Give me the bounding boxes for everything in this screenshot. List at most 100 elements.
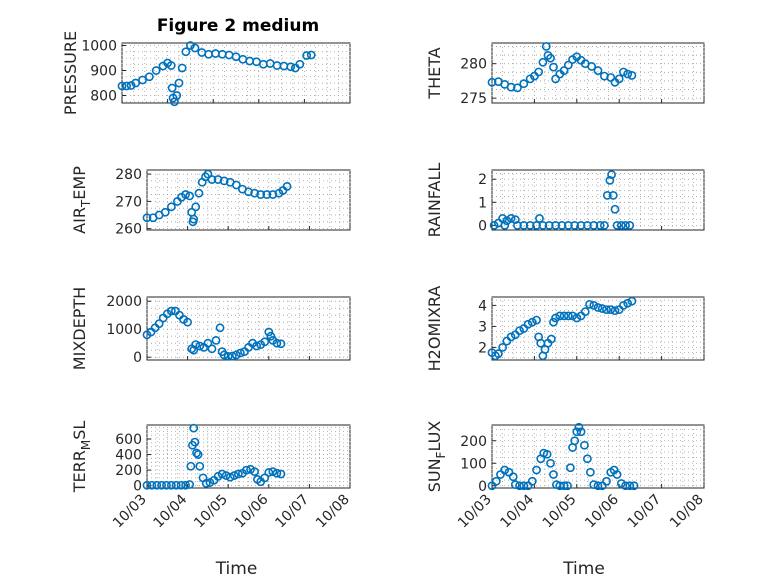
subplot-3: 260 270 280 AIRTEMP [70, 166, 351, 238]
data-point [585, 467, 595, 477]
data-point [181, 47, 191, 57]
y-tick-label: 280 [460, 57, 487, 73]
data-point [493, 349, 503, 359]
data-point [282, 181, 292, 191]
data-point [191, 202, 201, 212]
data-point [167, 83, 177, 93]
data-point [527, 317, 537, 327]
data-point [244, 187, 253, 197]
data-point [576, 220, 586, 230]
y-tick-label: 200 [460, 434, 487, 450]
data-point [219, 350, 229, 360]
data-point [185, 191, 195, 201]
data-point [295, 59, 305, 69]
data-point [510, 480, 520, 490]
data-point [585, 299, 594, 309]
data-point [138, 75, 147, 85]
data-point [174, 78, 184, 88]
data-point [616, 479, 626, 488]
data-point [559, 66, 569, 75]
data-point [572, 427, 582, 437]
data-point [534, 67, 544, 77]
data-point [610, 204, 620, 214]
data-point [268, 467, 278, 477]
data-point [621, 481, 630, 491]
subplot-2: 275 280 THETA [425, 42, 705, 107]
data-point [177, 63, 187, 73]
x-tick-label: 10/06 [232, 491, 272, 531]
data-point [242, 465, 251, 475]
data-point [189, 423, 199, 433]
data-point [181, 480, 190, 490]
y-axis-label: AIRTEMP [70, 166, 93, 234]
y-axis-label: THETA [425, 47, 444, 99]
data-point [166, 202, 176, 212]
data-point [225, 472, 235, 482]
x-tick-label: 10/03 [455, 492, 495, 532]
data-point [519, 220, 529, 230]
subplot-5: 0 1000 2000 MIXDEPTH [70, 287, 351, 370]
data-point [227, 351, 237, 361]
data-point [193, 450, 203, 459]
data-point [589, 480, 599, 490]
data-point [154, 319, 164, 328]
data-point [551, 313, 560, 323]
grid-lines [491, 43, 705, 103]
data-point [192, 448, 201, 458]
data-point [532, 465, 541, 475]
data-point [186, 461, 196, 471]
data-point [621, 220, 630, 230]
data-point [619, 67, 628, 77]
y-tick-label: 800 [90, 89, 117, 105]
data-point [157, 480, 167, 490]
y-tick-label: 200 [115, 463, 142, 479]
data-point [266, 331, 276, 341]
data-points [117, 41, 316, 107]
y-tick-label: 280 [115, 167, 142, 183]
data-point [580, 440, 589, 450]
data-point [190, 43, 200, 53]
data-point [559, 481, 569, 491]
data-point [614, 74, 624, 84]
data-point [302, 51, 312, 60]
data-points [487, 42, 637, 93]
data-point [610, 306, 620, 316]
data-points [142, 306, 286, 361]
data-point [498, 342, 507, 352]
y-axis-label-subscript: M [79, 440, 93, 450]
y-tick-label: 1000 [106, 322, 142, 338]
data-point [250, 188, 259, 198]
x-tick-label: 10/05 [191, 492, 231, 532]
data-point [525, 220, 535, 230]
data-point [538, 57, 548, 67]
data-point [252, 341, 262, 351]
data-point [166, 61, 176, 70]
data-point [207, 175, 217, 184]
data-point [201, 478, 211, 488]
data-point [623, 298, 633, 308]
y-axis-label-rest: SL [70, 421, 89, 440]
data-point [215, 323, 225, 333]
data-point [276, 339, 286, 349]
data-point [570, 436, 580, 446]
data-point [616, 220, 626, 230]
data-point [151, 66, 161, 75]
y-tick-label: 600 [115, 432, 142, 448]
data-point [286, 62, 296, 72]
data-point [602, 190, 612, 200]
data-point [544, 220, 554, 230]
data-point [162, 480, 171, 490]
data-point [625, 481, 635, 491]
data-point [207, 344, 217, 354]
grid-lines [491, 297, 705, 360]
data-point [551, 74, 560, 84]
data-point [606, 73, 616, 82]
data-point [260, 337, 270, 347]
data-point [185, 480, 195, 489]
data-point [194, 188, 204, 198]
y-axis-label: RAINFALL [425, 163, 444, 238]
data-point [235, 348, 245, 358]
data-point [532, 220, 541, 230]
x-tick-label: 10/08 [667, 492, 707, 532]
